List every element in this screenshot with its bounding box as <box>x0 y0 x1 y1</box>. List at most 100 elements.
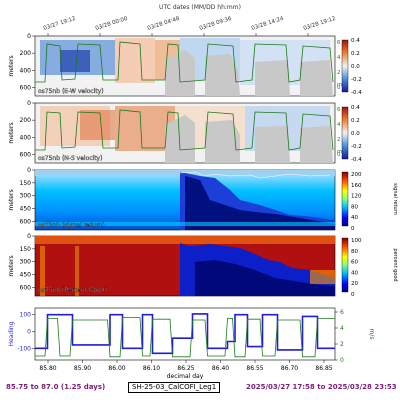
y-tick-label: 0 <box>27 167 31 174</box>
colorbar-tick-group: 200 160 120 80 40 0 <box>351 172 362 232</box>
panel-label: os75nb (Percent Good) <box>38 287 107 294</box>
colorbar-tick-group: 100 80 60 40 20 0 <box>351 238 362 298</box>
y-tick-label: 450 <box>20 272 32 279</box>
colorbar-label: signal return <box>392 183 398 215</box>
overlay-unit-label: m/s <box>337 149 347 155</box>
y2-axis-label: m/s <box>368 329 375 340</box>
y-tick-label: 0 <box>27 33 31 40</box>
colorbar <box>341 39 349 93</box>
x-tick-group: 85.80 85.90 86.00 86.10 86.25 86.40 86.55 86.70… <box>39 360 333 372</box>
y-tick-label: 100 <box>20 312 32 319</box>
y-tick-label: 0 <box>27 100 31 107</box>
x-axis-label: decimal day <box>167 373 204 380</box>
overlay-tick-label: 2 <box>337 137 341 143</box>
y-tick-label: 150 <box>20 180 32 187</box>
colorbar-tick-group: 0.4 0.2 0.0 -0.2 -0.4 <box>351 105 362 163</box>
y-tick-group: 0 200 400 600 <box>20 100 35 158</box>
y2-tick-label: 2 <box>340 341 344 348</box>
colorbar-tick-label: 0.4 <box>351 38 360 44</box>
overlay-tick-label: 6 <box>337 40 341 46</box>
overlay-tick-label: 0 <box>337 85 341 91</box>
x-tick-label: 86.40 <box>212 365 229 372</box>
speed-series-line <box>35 317 335 358</box>
y-tick-group: 0 200 400 600 <box>20 33 35 91</box>
utc-tick-label: 03/28 09:36 <box>199 16 233 32</box>
y-axis-label: meters <box>8 189 15 210</box>
y-tick-label: 600 <box>20 284 32 291</box>
colorbar-tick-group: 0.4 0.2 0.0 -0.2 -0.4 <box>351 38 362 96</box>
colorbar-tick-label: 60 <box>351 260 358 266</box>
colorbar-tick-label: 200 <box>351 172 362 178</box>
utc-tick-label: 03/28 19:12 <box>303 16 337 32</box>
x-tick-label: 86.25 <box>177 365 194 372</box>
y-axis-label: meters <box>8 55 15 76</box>
overlay-tick-label: 0 <box>337 152 341 158</box>
y-axis-label: meters <box>8 255 15 276</box>
heading-series-line <box>35 313 335 355</box>
colorbar-tick-label: 120 <box>351 194 362 200</box>
colorbar-tick-label: 0 <box>351 292 355 298</box>
ew-velocity-panel: os75nb (E-W velocity) meters 0200400600 … <box>8 33 362 97</box>
y-tick-label: 600 <box>20 151 32 158</box>
colorbar-tick-label: 0.4 <box>351 105 360 111</box>
colorbar-tick-label: 0.2 <box>351 51 360 57</box>
y-tick-label: 150 <box>20 246 32 253</box>
x-tick-label: 86.55 <box>246 365 263 372</box>
utc-tick-label: 03/28 14:24 <box>251 16 285 32</box>
footer-range: 85.75 to 87.0 (1.25 days) <box>6 383 106 391</box>
y-tick-label: 400 <box>20 134 32 141</box>
y-tick-group: 0 150 300 450 600 <box>20 167 35 225</box>
colorbar-tick-label: 40 <box>351 215 358 221</box>
y2-tick-label: 4 <box>340 325 344 332</box>
colorbar-label: percent good <box>392 248 398 281</box>
colorbar-tick-label: 20 <box>351 281 358 287</box>
x-tick-label: 86.00 <box>108 365 125 372</box>
y-tick-label: 0 <box>27 233 31 240</box>
y2-tick-group: 6 4 2 0m/s <box>337 107 347 158</box>
signal-return-panel: os75nb (signal return) meters 0 150 300 450… <box>8 167 398 232</box>
y-tick-label: 200 <box>20 50 32 57</box>
y-axis-label: Heading <box>8 321 15 346</box>
colorbar <box>341 106 349 160</box>
x-tick-label: 85.80 <box>39 365 56 372</box>
colorbar-tick-label: 0.2 <box>351 118 360 124</box>
colorbar-tick-label: -0.2 <box>351 144 362 150</box>
colorbar-tick-label: 80 <box>351 204 358 210</box>
x-tick-label: 85.90 <box>74 365 91 372</box>
colorbar-tick-label: 0.0 <box>351 131 360 137</box>
y2-tick-group: 6 4 2 0 <box>335 309 344 364</box>
y-tick-label: 300 <box>20 259 32 266</box>
y2-tick-label: 0 <box>340 357 344 364</box>
x-tick-label: 86.70 <box>281 365 298 372</box>
panel-label: os75nb (E-W velocity) <box>38 88 104 95</box>
utc-tick-label: 03/28 04:48 <box>147 16 181 32</box>
colorbar-tick-label: 100 <box>351 238 362 244</box>
panel-label: os75nb (N-S velocity) <box>38 155 102 162</box>
colorbar-tick-label: -0.4 <box>351 157 362 163</box>
colorbar-tick-label: -0.4 <box>351 90 362 96</box>
colorbar-tick-label: 160 <box>351 183 362 189</box>
overlay-tick-label: 4 <box>337 55 341 61</box>
footer-dates: 2025/03/27 17:58 to 2025/03/28 23:53 <box>246 383 397 391</box>
line-series-group <box>35 313 335 358</box>
y-axis-label: meters <box>8 122 15 143</box>
colorbar <box>341 237 349 293</box>
footer-cruise: SH-25-03_CalCOFI_Leg1 <box>128 382 221 393</box>
y2-tick-group: 6 4 2 0m/s <box>337 40 347 91</box>
colorbar <box>341 171 349 227</box>
utc-tick-group: 03/27 19:12 03/28 00:00 03/28 04:48 03/28 0… <box>43 16 337 36</box>
overlay-tick-label: 4 <box>337 122 341 128</box>
overlay-tick-label: 6 <box>337 107 341 113</box>
colorbar-tick-label: 0 <box>351 226 355 232</box>
y-tick-label: 450 <box>20 206 32 213</box>
panel-frame <box>34 307 336 361</box>
x-tick-label: 86.10 <box>143 365 160 372</box>
ns-velocity-panel: os75nb (N-S velocity) meters 0200400600 … <box>8 100 362 164</box>
x-tick-label: 86.85 <box>315 365 332 372</box>
y-tick-label: 600 <box>20 218 32 225</box>
colorbar-tick-label: 80 <box>351 249 358 255</box>
utc-tick-label: 03/28 00:00 <box>95 16 129 32</box>
y-tick-label: 400 <box>20 67 32 74</box>
y-tick-group: 0 150 300 450 600 <box>20 233 35 291</box>
